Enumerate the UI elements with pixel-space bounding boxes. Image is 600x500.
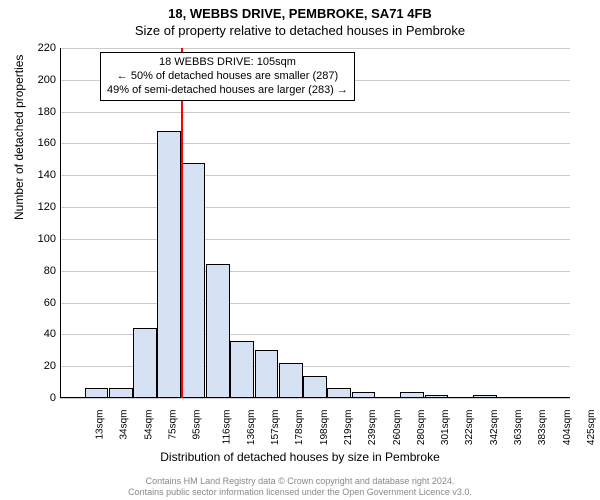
gridline [60, 271, 570, 272]
histogram-bar [157, 131, 181, 398]
x-tick-label: 280sqm [416, 410, 427, 446]
info-line2: ← 50% of detached houses are smaller (28… [117, 70, 338, 82]
chart-container: 18, WEBBS DRIVE, PEMBROKE, SA71 4FB Size… [0, 0, 600, 500]
x-tick-label: 425sqm [586, 410, 597, 446]
x-tick-label: 383sqm [537, 410, 548, 446]
y-tick-label: 80 [44, 265, 56, 277]
chart-subtitle: Size of property relative to detached ho… [0, 21, 600, 42]
x-tick-label: 34sqm [119, 410, 130, 440]
histogram-bar [133, 328, 157, 398]
gridline [60, 239, 570, 240]
x-tick-label: 404sqm [562, 410, 573, 446]
gridline [60, 207, 570, 208]
y-tick-label: 140 [38, 169, 56, 181]
y-tick-label: 220 [38, 42, 56, 54]
x-tick-label: 54sqm [143, 410, 154, 440]
footer-line2: Contains public sector information licen… [128, 487, 472, 497]
y-tick-label: 160 [38, 137, 56, 149]
histogram-bar [182, 163, 206, 398]
x-tick-label: 95sqm [192, 410, 203, 440]
histogram-bar [230, 341, 254, 398]
x-tick-label: 136sqm [246, 410, 257, 446]
gridline [60, 143, 570, 144]
y-tick-label: 100 [38, 233, 56, 245]
histogram-bar [255, 350, 279, 398]
y-tick-label: 200 [38, 74, 56, 86]
x-axis-label: Distribution of detached houses by size … [0, 450, 600, 464]
x-tick-label: 342sqm [489, 410, 500, 446]
info-box: 18 WEBBS DRIVE: 105sqm ← 50% of detached … [100, 52, 355, 101]
y-tick-label: 120 [38, 201, 56, 213]
x-tick-label: 157sqm [270, 410, 281, 446]
x-tick-label: 116sqm [221, 410, 232, 445]
histogram-bar [109, 388, 133, 398]
y-axis-line [60, 48, 61, 398]
histogram-bar [425, 395, 449, 398]
gridline [60, 398, 570, 399]
plot-area: 02040608010012014016018020022013sqm34sqm… [60, 48, 570, 398]
gridline [60, 48, 570, 49]
histogram-bar [473, 395, 497, 398]
x-tick-label: 301sqm [440, 410, 451, 446]
y-axis-label: Number of detached properties [12, 55, 26, 220]
info-line1: 18 WEBBS DRIVE: 105sqm [159, 56, 296, 68]
gridline [60, 112, 570, 113]
gridline [60, 175, 570, 176]
chart-title-address: 18, WEBBS DRIVE, PEMBROKE, SA71 4FB [0, 0, 600, 21]
y-tick-label: 20 [44, 360, 56, 372]
x-tick-label: 13sqm [95, 410, 106, 440]
x-tick-label: 239sqm [367, 410, 378, 446]
histogram-bar [303, 376, 327, 398]
info-line3: 49% of semi-detached houses are larger (… [107, 84, 348, 96]
x-tick-label: 178sqm [295, 410, 306, 446]
footer-line1: Contains HM Land Registry data © Crown c… [146, 476, 455, 486]
y-tick-label: 40 [44, 328, 56, 340]
x-tick-label: 322sqm [465, 410, 476, 446]
footer-attribution: Contains HM Land Registry data © Crown c… [0, 476, 600, 498]
plot-surface: 02040608010012014016018020022013sqm34sqm… [60, 48, 570, 398]
histogram-bar [400, 392, 424, 398]
y-tick-label: 60 [44, 297, 56, 309]
gridline [60, 303, 570, 304]
x-tick-label: 363sqm [513, 410, 524, 446]
x-tick-label: 198sqm [319, 410, 330, 446]
y-tick-label: 180 [38, 106, 56, 118]
histogram-bar [206, 264, 230, 398]
x-tick-label: 219sqm [343, 410, 354, 446]
x-tick-label: 260sqm [392, 410, 403, 446]
histogram-bar [279, 363, 303, 398]
histogram-bar [352, 392, 376, 398]
histogram-bar [327, 388, 351, 398]
histogram-bar [85, 388, 109, 398]
x-tick-label: 75sqm [168, 410, 179, 440]
y-tick-label: 0 [50, 392, 56, 404]
